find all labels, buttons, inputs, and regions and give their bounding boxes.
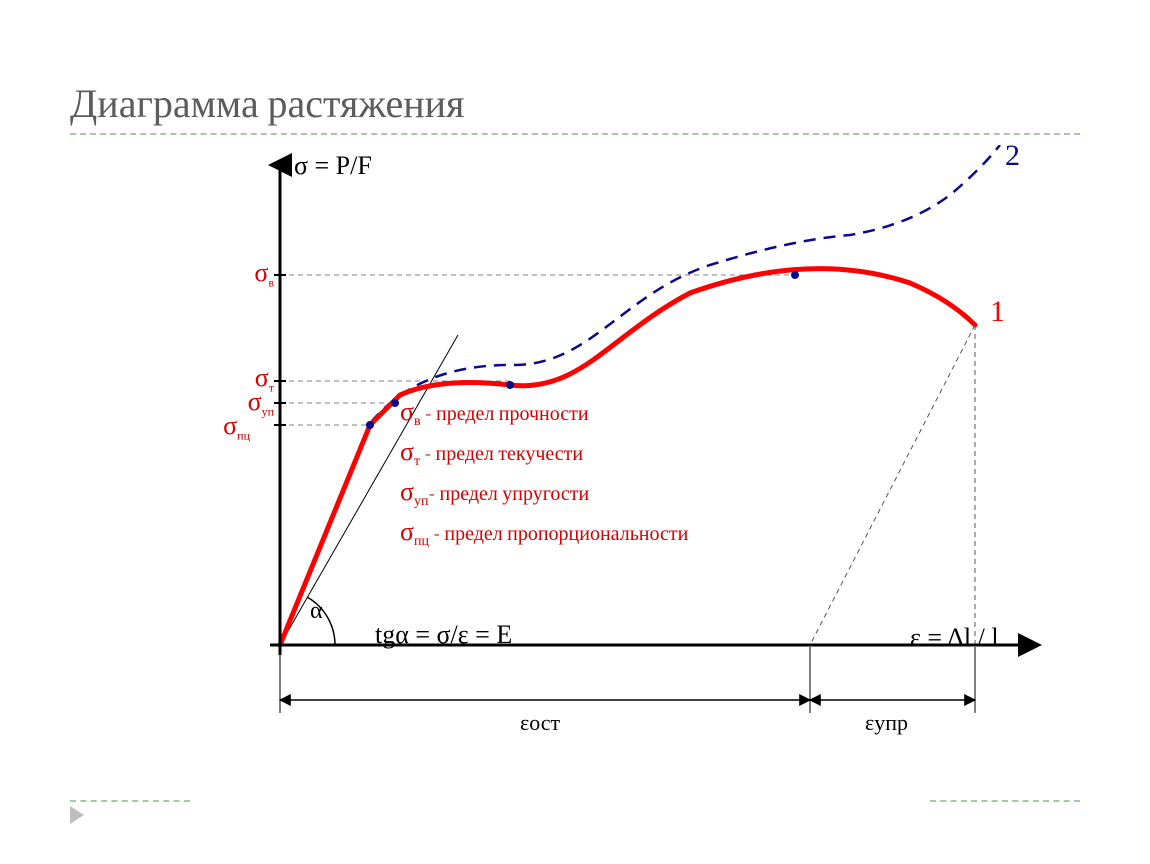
y-axis-label: σ = P/F — [294, 151, 372, 181]
legend-sigma-pc: σпц - предел пропорциональности — [400, 517, 688, 550]
legend-sigma-v: σв - предел прочности — [400, 397, 589, 430]
formula-tg-alpha: tgα = σ/ε = E — [375, 620, 512, 650]
curve-1-label: 1 — [990, 295, 1005, 329]
title-rule — [70, 133, 1080, 135]
eps-ost-label: εост — [520, 710, 560, 736]
legend-sigma-up-text: предел упругости — [440, 482, 590, 505]
footer-rule-left — [70, 800, 190, 802]
legend-sigma-pc-text: предел пропорциональности — [444, 522, 688, 545]
alpha-label: α — [310, 598, 323, 625]
curve-2-label: 2 — [1005, 139, 1020, 173]
x-axis-label: ε = Δl / l — [910, 623, 999, 653]
point-sigma-pc — [366, 421, 374, 429]
point-sigma-v — [791, 271, 799, 279]
label-sigma-pc: σпц — [200, 411, 250, 443]
eps-upr-label: εупр — [865, 710, 908, 736]
point-sigma-up — [391, 399, 399, 407]
return-guides — [810, 325, 975, 645]
legend-sigma-t-text: предел текучести — [436, 442, 584, 465]
slide-bullet-icon — [70, 806, 84, 824]
label-sigma-v: σв — [236, 258, 274, 290]
legend-sigma-v-text: предел прочности — [436, 402, 589, 425]
legend-sigma-up: σуп- предел упругости — [400, 477, 589, 510]
curve-1 — [280, 269, 975, 645]
slide-title: Диаграмма растяжения — [70, 80, 1080, 127]
curve-2 — [280, 145, 1000, 645]
stress-strain-chart: σ = P/F ε = Δl / l 2 1 α σв σт σуп σпц σ… — [190, 145, 1070, 765]
slide: Диаграмма растяжения — [0, 0, 1150, 864]
slant-dash-end — [810, 325, 975, 645]
chart-svg — [190, 145, 1070, 765]
point-sigma-t — [506, 381, 514, 389]
dim-ext — [280, 647, 975, 713]
legend-sigma-t: σт - предел текучести — [400, 437, 583, 470]
footer-rule-right — [930, 800, 1080, 802]
